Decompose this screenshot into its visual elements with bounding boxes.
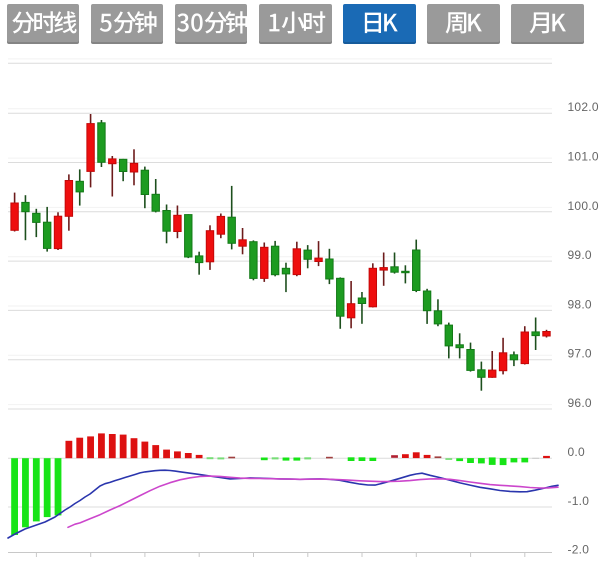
svg-text:-1.0: -1.0 <box>568 494 590 508</box>
svg-text:98.0: 98.0 <box>568 297 592 311</box>
svg-text:96.0: 96.0 <box>568 396 592 410</box>
svg-text:-2.0: -2.0 <box>568 543 590 557</box>
svg-text:97.0: 97.0 <box>568 347 592 361</box>
svg-text:101.0: 101.0 <box>568 150 599 164</box>
svg-text:102.0: 102.0 <box>568 100 599 114</box>
svg-text:100.0: 100.0 <box>568 199 599 213</box>
svg-text:99.0: 99.0 <box>568 248 592 262</box>
svg-text:0.0: 0.0 <box>568 445 586 459</box>
